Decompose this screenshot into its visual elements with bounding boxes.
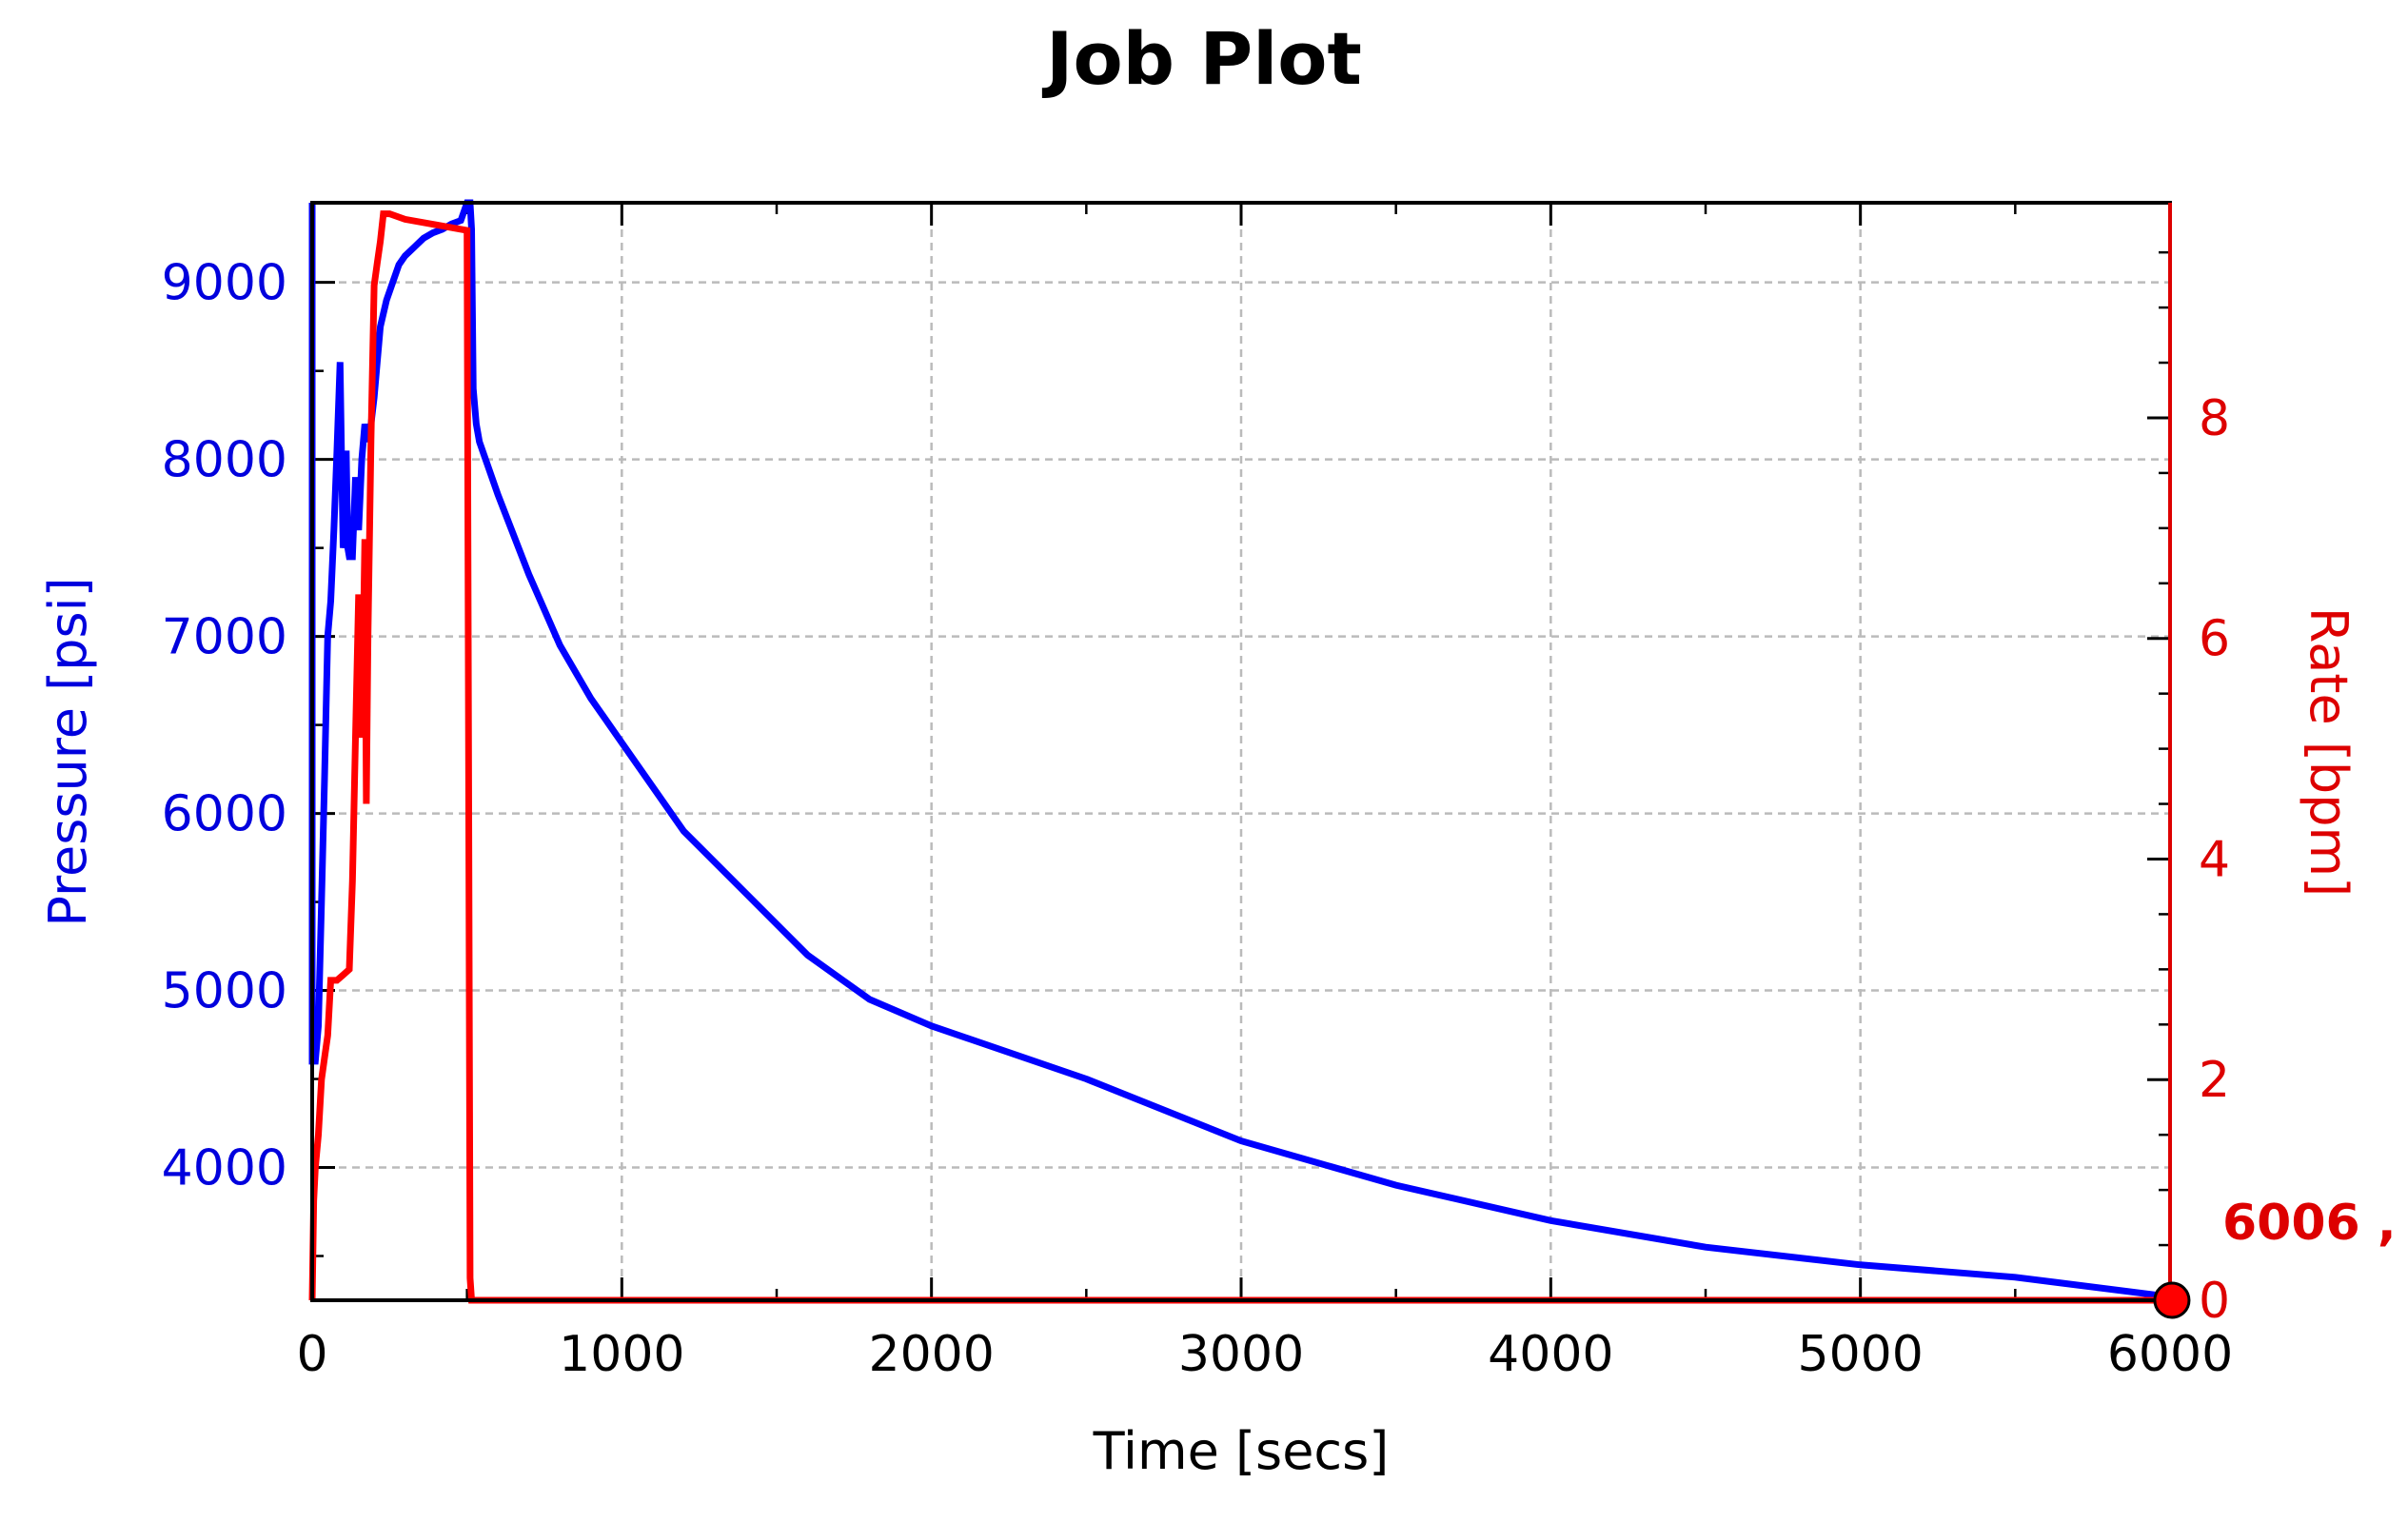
tick-labels: 0 1000 2000 3000 4000 5000 6000 4000 5000 6000 700… [162, 255, 2234, 1383]
x-tick-label: 3000 [1178, 1326, 1304, 1383]
y-left-tick-label: 4000 [162, 1140, 287, 1197]
grid-lines [312, 203, 2170, 1300]
y-left-tick-label: 5000 [162, 963, 287, 1020]
cursor-annotation: 6006 , [2222, 1195, 2397, 1252]
x-tick-label: 6000 [2107, 1326, 2233, 1383]
chart-title: Job Plot [1041, 16, 1362, 101]
x-axis-label: Time [secs] [1093, 1421, 1390, 1481]
pressure-series-line [308, 199, 2171, 1300]
y-right-tick-label: 6 [2199, 611, 2230, 668]
y-left-tick-label: 8000 [162, 432, 287, 489]
y-left-tick-label: 9000 [162, 255, 287, 312]
y-right-tick-label: 4 [2199, 831, 2230, 888]
y-left-tick-label: 7000 [162, 609, 287, 666]
x-tick-label: 1000 [559, 1326, 684, 1383]
y-axis-left-label: Pressure [psi] [38, 577, 98, 926]
x-tick-label: 0 [296, 1326, 327, 1383]
y-axis-right-label: Rate [bpm] [2299, 607, 2359, 897]
x-tick-label: 5000 [1797, 1326, 1923, 1383]
y-right-tick-label: 0 [2199, 1273, 2230, 1330]
x-tick-label: 2000 [868, 1326, 994, 1383]
cursor-marker [2153, 1281, 2191, 1319]
y-right-tick-label: 2 [2199, 1052, 2230, 1109]
y-right-tick-label: 8 [2199, 390, 2230, 447]
x-tick-label: 4000 [1488, 1326, 1613, 1383]
y-left-tick-label: 6000 [162, 786, 287, 843]
